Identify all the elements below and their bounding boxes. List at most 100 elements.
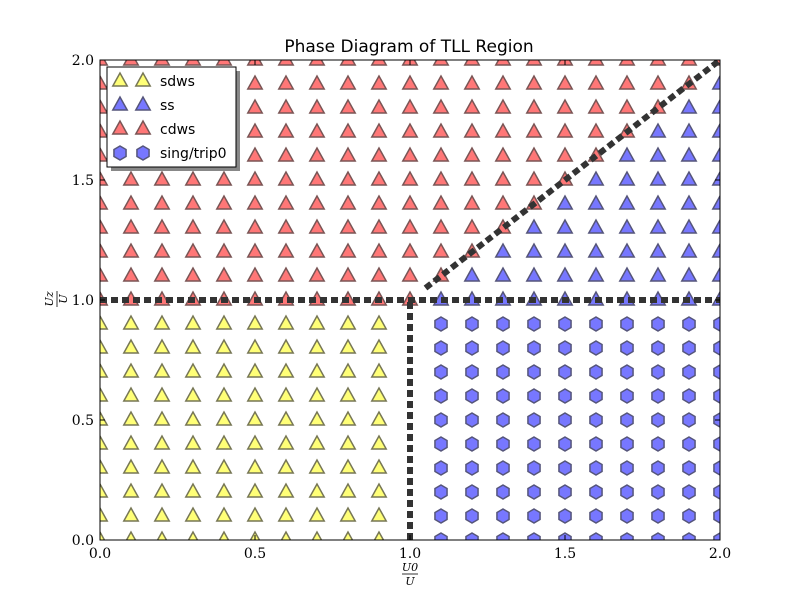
point-cdws — [339, 60, 357, 66]
point-cdws — [277, 98, 295, 114]
point-ss — [711, 98, 720, 114]
point-sing-trip0 — [682, 340, 696, 356]
point-sdws — [122, 458, 140, 474]
point-sing-trip0 — [465, 532, 479, 540]
point-cdws — [401, 122, 419, 138]
point-cdws — [370, 194, 388, 210]
point-ss — [680, 242, 698, 258]
point-sdws — [122, 314, 140, 330]
point-sing-trip0 — [434, 388, 448, 404]
point-cdws — [556, 122, 574, 138]
point-sing-trip0 — [682, 316, 696, 332]
point-cdws — [649, 60, 667, 66]
point-cdws — [153, 218, 171, 234]
point-sing-trip0 — [589, 316, 603, 332]
point-sdws — [218, 530, 230, 540]
point-sdws — [215, 410, 233, 426]
x-tick-label: 2.0 — [709, 546, 731, 562]
point-cdws — [184, 194, 202, 210]
point-cdws — [308, 146, 326, 162]
point-sing-trip0 — [651, 316, 665, 332]
point-sing-trip0 — [620, 388, 634, 404]
point-sdws — [153, 362, 171, 378]
point-cdws — [556, 146, 574, 162]
y-tick-label: 1.5 — [72, 173, 94, 189]
point-sdws — [246, 386, 264, 402]
point-sdws — [308, 338, 326, 354]
x-tick-label: 1.5 — [554, 546, 576, 562]
point-sdws — [122, 482, 140, 498]
point-sdws — [277, 338, 295, 354]
point-sing-trip0 — [527, 532, 541, 540]
point-sing-trip0 — [434, 412, 448, 428]
point-sdws — [184, 386, 202, 402]
point-sing-trip0 — [651, 412, 665, 428]
point-ss — [680, 218, 698, 234]
y-axis-label-denominator: U — [57, 294, 70, 304]
legend-label-ss: ss — [160, 98, 175, 114]
point-sing-trip0 — [527, 460, 541, 476]
point-sdws — [246, 482, 264, 498]
point-cdws — [277, 74, 295, 90]
legend-marker-sdws — [134, 71, 152, 87]
point-sdws — [184, 482, 202, 498]
point-sing-trip0 — [496, 436, 510, 452]
point-ss — [556, 218, 574, 234]
point-sdws — [100, 386, 109, 402]
point-cdws — [308, 218, 326, 234]
point-sing-trip0 — [527, 364, 541, 380]
point-sdws — [339, 362, 357, 378]
point-ss — [680, 170, 698, 186]
point-ss — [587, 194, 605, 210]
point-sing-trip0 — [527, 316, 541, 332]
point-cdws — [339, 218, 357, 234]
point-sing-trip0 — [496, 316, 510, 332]
point-sdws — [277, 410, 295, 426]
point-cdws — [184, 170, 202, 186]
point-sing-trip0 — [496, 340, 510, 356]
point-sdws — [370, 482, 388, 498]
point-sing-trip0 — [558, 316, 572, 332]
point-cdws — [100, 194, 109, 210]
point-cdws — [494, 60, 512, 66]
phase-boundary-line — [423, 60, 720, 291]
point-sdws — [339, 482, 357, 498]
point-sdws — [215, 482, 233, 498]
legend-marker-cdws — [111, 119, 129, 135]
y-axis-label: Uz U — [43, 291, 70, 307]
point-cdws — [463, 74, 481, 90]
point-sdws — [277, 386, 295, 402]
point-cdws — [246, 194, 264, 210]
point-sing-trip0 — [682, 532, 696, 540]
point-sdws — [308, 434, 326, 450]
point-sing-trip0 — [558, 436, 572, 452]
point-cdws — [246, 98, 264, 114]
point-sdws — [246, 458, 264, 474]
point-cdws — [153, 170, 171, 186]
point-ss — [711, 122, 720, 138]
point-sing-trip0 — [651, 340, 665, 356]
point-sdws — [280, 530, 292, 540]
point-sdws — [339, 506, 357, 522]
point-cdws — [432, 74, 450, 90]
x-tick-label: 1.0 — [399, 546, 421, 562]
point-cdws — [122, 266, 140, 282]
point-sdws — [308, 314, 326, 330]
point-sing-trip0 — [465, 508, 479, 524]
point-sdws — [100, 482, 109, 498]
point-sing-trip0 — [434, 364, 448, 380]
point-sdws — [153, 506, 171, 522]
point-sdws — [246, 338, 264, 354]
point-cdws — [277, 266, 295, 282]
point-sdws — [122, 434, 140, 450]
legend-marker-ss — [111, 95, 129, 111]
point-cdws — [100, 98, 109, 114]
legend-marker-cdws — [134, 119, 152, 135]
point-sdws — [246, 314, 264, 330]
legend-label-sdws: sdws — [160, 74, 195, 90]
point-cdws — [153, 266, 171, 282]
point-sdws — [370, 362, 388, 378]
point-sing-trip0 — [620, 340, 634, 356]
x-axis-label: U0 U — [402, 561, 418, 588]
point-cdws — [370, 218, 388, 234]
